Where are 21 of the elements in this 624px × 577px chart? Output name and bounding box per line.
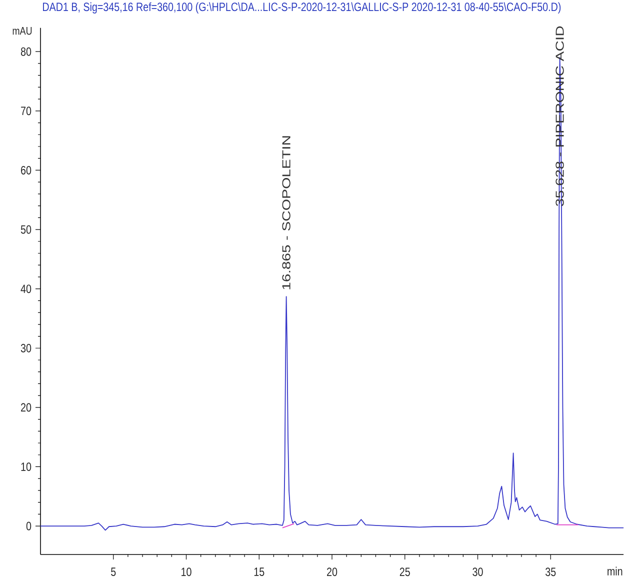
y-tick-label: 20 (21, 403, 32, 412)
x-tick-label: 15 (254, 568, 264, 576)
y-tick-label: 0 (26, 522, 32, 530)
x-tick-label: 35 (546, 568, 556, 576)
x-tick-label: 5 (111, 568, 116, 576)
x-tick-label: 10 (182, 568, 192, 576)
y-axis-title: mAU (12, 27, 32, 35)
y-tick-label: 50 (20, 225, 32, 234)
chart-title: DAD1 B, Sig=345,16 Ref=360,100 (G:\HPLC\DA...LIC-S-P-2020-12-31\GALLIC-S-P 2020-12-31 08-40-55\CAO-F50.D) (43, 2, 561, 14)
x-tick-label: 25 (400, 568, 410, 576)
y-tick-label: 10 (21, 462, 32, 471)
x-axis-title: min (608, 566, 622, 576)
y-tick-label: 80 (20, 47, 32, 56)
y-tick-label: 70 (21, 106, 32, 116)
annotation: 35.628 - PIPERONIC ACID (556, 26, 564, 206)
y-tick-label: 30 (20, 344, 32, 352)
x-tick-label: 20 (327, 568, 338, 576)
y-tick-label: 60 (21, 166, 32, 174)
y-tick-label: 40 (20, 284, 32, 294)
annotation: 16.865 - SCOPOLETIN (282, 136, 290, 290)
x-tick-label: 30 (472, 568, 483, 576)
